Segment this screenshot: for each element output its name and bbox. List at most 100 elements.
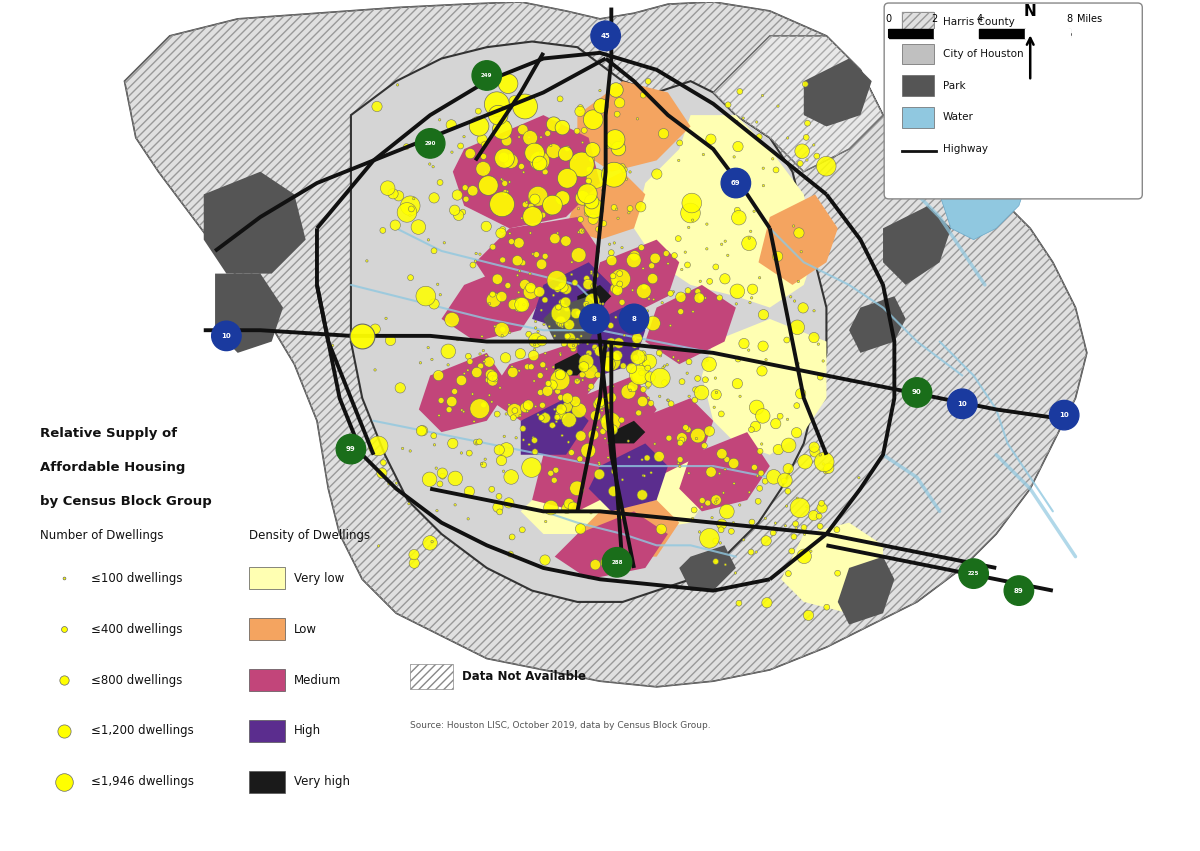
Text: High: High <box>294 724 322 738</box>
Point <box>661 319 680 333</box>
Point <box>401 199 420 213</box>
Point <box>620 202 640 215</box>
Point <box>599 436 618 449</box>
Point <box>534 317 553 331</box>
Point <box>700 357 719 371</box>
Point <box>713 447 732 460</box>
Point <box>683 214 702 227</box>
Point <box>514 165 533 179</box>
Point <box>544 360 563 374</box>
Point <box>367 100 386 113</box>
Point <box>671 453 690 466</box>
Point <box>391 381 410 395</box>
Point <box>401 444 420 458</box>
Point <box>542 379 562 392</box>
Point <box>538 127 557 140</box>
Circle shape <box>948 389 977 419</box>
Point <box>785 294 804 308</box>
Point <box>452 403 472 417</box>
Point <box>419 340 438 354</box>
Point <box>637 451 656 465</box>
Point <box>420 157 439 171</box>
Point <box>570 105 589 118</box>
Point <box>683 511 702 525</box>
Point <box>533 358 552 372</box>
Point <box>724 457 743 471</box>
Point <box>712 517 731 531</box>
Point <box>710 536 730 550</box>
Point <box>749 494 768 508</box>
Point <box>474 355 493 368</box>
Point <box>589 467 608 481</box>
Point <box>548 300 568 314</box>
Text: 288: 288 <box>611 560 623 565</box>
Point <box>779 484 798 498</box>
Point <box>635 469 654 483</box>
Point <box>443 313 462 327</box>
Point <box>650 349 670 363</box>
Point <box>694 148 713 162</box>
Circle shape <box>902 378 931 407</box>
Point <box>652 523 671 536</box>
Point <box>542 419 562 432</box>
Point <box>424 160 443 174</box>
Point <box>766 417 785 431</box>
Point <box>499 496 518 510</box>
Point <box>727 115 746 129</box>
Point <box>590 297 610 311</box>
Point <box>590 395 610 408</box>
Point <box>480 297 499 311</box>
Point <box>721 524 740 538</box>
Polygon shape <box>713 36 883 172</box>
Point <box>630 306 649 320</box>
Text: Affordable Housing: Affordable Housing <box>40 461 185 474</box>
Point <box>646 252 665 266</box>
Point <box>671 437 690 450</box>
Point <box>551 368 570 381</box>
Point <box>580 383 599 397</box>
Point <box>522 460 541 474</box>
Point <box>780 158 799 172</box>
Point <box>828 567 847 580</box>
Point <box>718 453 737 466</box>
Point <box>796 455 815 469</box>
Point <box>730 211 749 225</box>
Point <box>559 413 578 426</box>
Point <box>599 363 618 376</box>
Point <box>691 275 710 288</box>
Point <box>510 364 529 378</box>
Point <box>469 105 488 118</box>
Point <box>710 291 730 305</box>
Point <box>599 139 618 152</box>
Point <box>692 500 712 514</box>
Point <box>612 133 631 146</box>
Point <box>601 246 620 260</box>
Point <box>479 373 498 386</box>
Circle shape <box>959 559 989 588</box>
Circle shape <box>1050 401 1079 430</box>
Point <box>754 179 773 192</box>
Point <box>679 466 698 480</box>
Point <box>482 395 502 408</box>
Point <box>467 437 486 450</box>
Point <box>620 165 640 179</box>
Point <box>514 256 533 270</box>
Point <box>518 360 538 374</box>
Point <box>612 295 631 309</box>
Point <box>743 283 762 296</box>
Point <box>565 151 584 165</box>
Point <box>659 393 678 407</box>
Point <box>787 491 806 505</box>
Point <box>706 555 725 568</box>
Point <box>424 429 443 443</box>
Point <box>589 397 608 411</box>
Point <box>606 275 625 288</box>
Polygon shape <box>838 557 894 625</box>
Point <box>494 465 514 478</box>
Point <box>530 157 550 170</box>
Point <box>563 337 582 351</box>
Point <box>804 138 823 151</box>
Point <box>589 456 608 470</box>
Point <box>642 371 661 385</box>
Polygon shape <box>589 240 679 319</box>
